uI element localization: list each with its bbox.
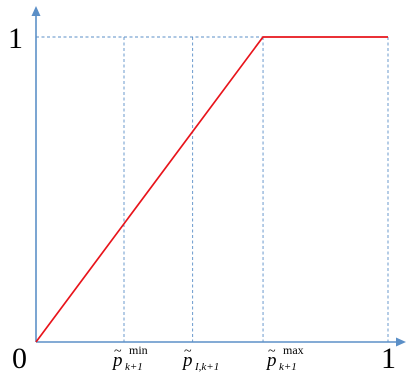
svg-text:p: p bbox=[265, 350, 277, 371]
origin-label: 0 bbox=[12, 342, 27, 375]
x-end-label: 1 bbox=[381, 342, 396, 375]
svg-text:max: max bbox=[283, 343, 304, 357]
svg-text:k+1: k+1 bbox=[279, 361, 297, 373]
svg-text:k+1: k+1 bbox=[125, 361, 143, 373]
y-top-label: 1 bbox=[8, 22, 23, 55]
red-curve bbox=[35, 36, 388, 343]
svg-text:p: p bbox=[111, 350, 123, 371]
p-mid-label: ~ p I,k+1 bbox=[181, 344, 219, 373]
p-max-label: ~ p max k+1 bbox=[265, 343, 304, 373]
svg-text:I,k+1: I,k+1 bbox=[194, 361, 219, 373]
svg-text:p: p bbox=[181, 350, 193, 371]
y-axis-arrow bbox=[31, 6, 41, 16]
svg-text:min: min bbox=[129, 343, 148, 357]
guide-lines bbox=[36, 36, 389, 342]
p-min-label: ~ p min k+1 bbox=[111, 343, 148, 373]
svg-text:~: ~ bbox=[114, 344, 122, 359]
x-axis-arrow bbox=[396, 337, 406, 347]
svg-text:~: ~ bbox=[268, 344, 276, 359]
svg-text:~: ~ bbox=[184, 344, 192, 359]
